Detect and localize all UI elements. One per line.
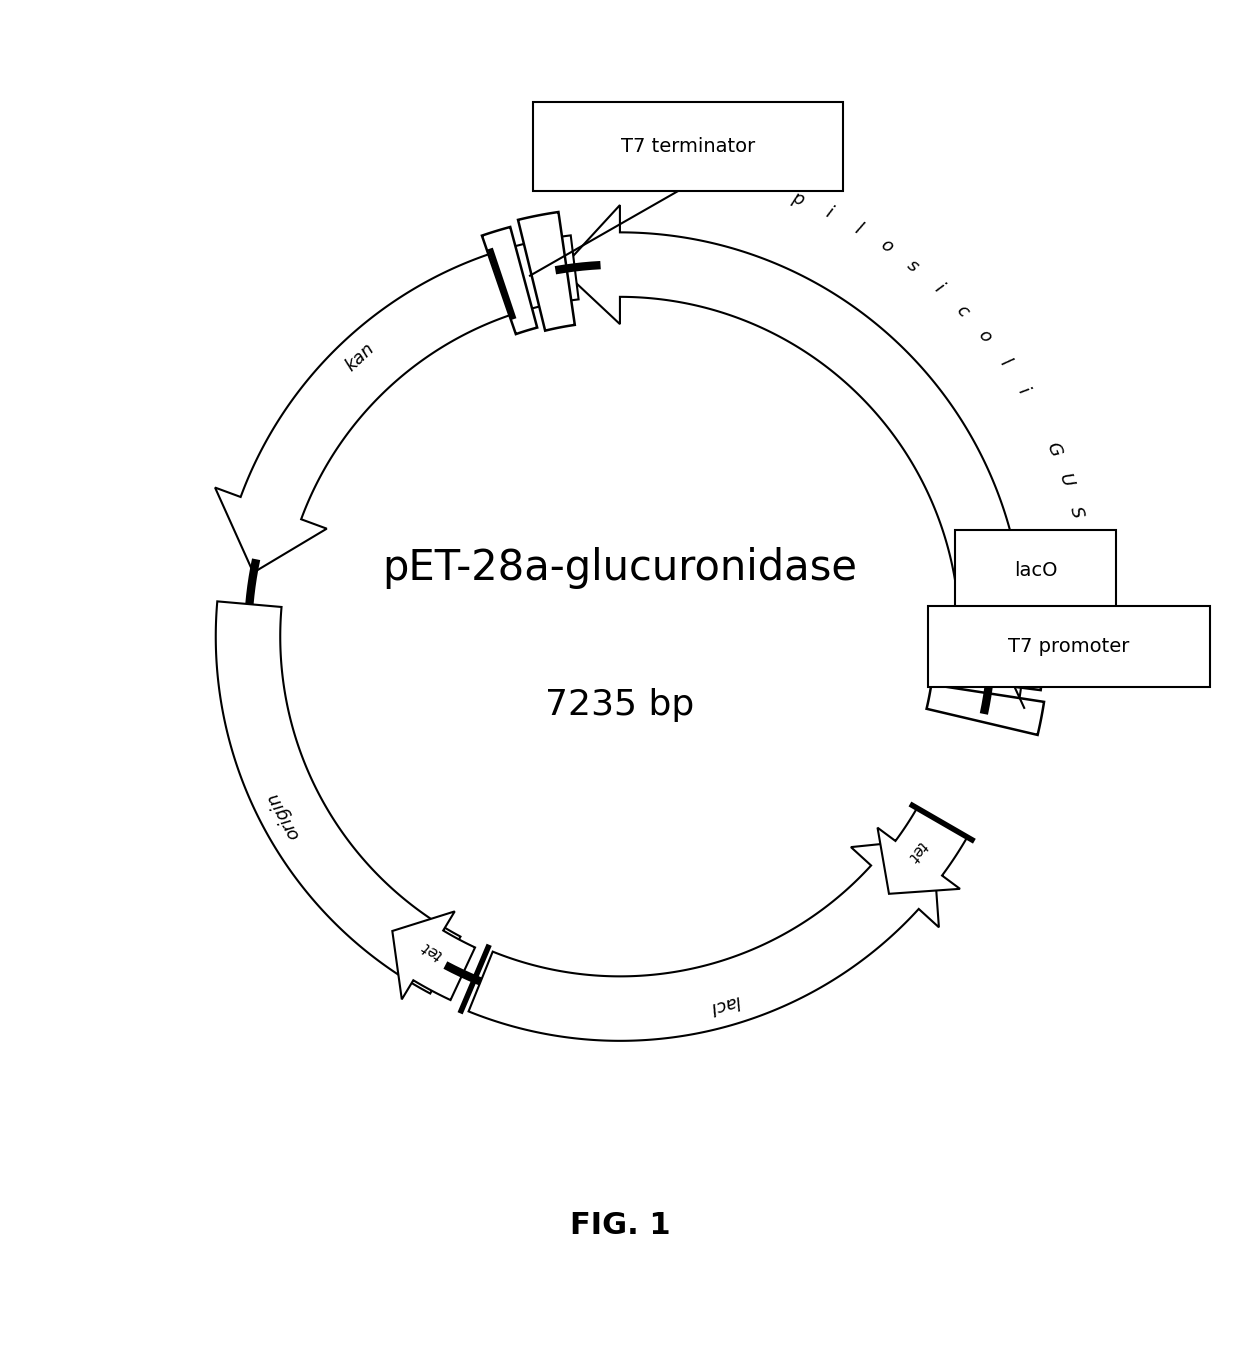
Text: lacO: lacO	[1013, 562, 1058, 581]
Text: l: l	[851, 219, 864, 238]
Text: FIG. 1: FIG. 1	[569, 1212, 671, 1240]
Text: T7 promoter: T7 promoter	[1008, 636, 1130, 656]
Text: B: B	[694, 162, 709, 181]
Text: T7 terminator: T7 terminator	[621, 137, 755, 156]
Polygon shape	[215, 235, 579, 573]
Text: origin: origin	[263, 789, 303, 843]
Text: U: U	[1055, 472, 1076, 490]
FancyBboxPatch shape	[533, 102, 843, 192]
Text: o: o	[973, 326, 994, 345]
Text: i: i	[930, 279, 946, 296]
Text: tet: tet	[419, 938, 445, 962]
Text: e: e	[1081, 672, 1100, 684]
Text: o: o	[877, 235, 895, 257]
Text: .: .	[729, 169, 739, 188]
Text: 7235 bp: 7235 bp	[546, 688, 694, 722]
Polygon shape	[937, 657, 1043, 690]
Text: s: s	[904, 256, 923, 276]
Polygon shape	[926, 684, 1044, 734]
Text: S: S	[1065, 505, 1086, 521]
Text: l: l	[996, 355, 1013, 370]
Polygon shape	[216, 601, 460, 994]
Text: e: e	[1083, 605, 1101, 617]
Text: G: G	[1043, 439, 1065, 460]
Polygon shape	[469, 839, 939, 1040]
Text: lacI: lacI	[708, 991, 743, 1017]
Text: tet: tet	[904, 839, 929, 865]
Polygon shape	[482, 227, 537, 335]
Text: p: p	[790, 189, 807, 209]
Text: kan: kan	[341, 340, 378, 375]
FancyBboxPatch shape	[955, 530, 1116, 612]
FancyBboxPatch shape	[928, 605, 1210, 687]
Text: i: i	[822, 204, 835, 222]
Text: pET-28a-glucuronidase: pET-28a-glucuronidase	[382, 547, 858, 589]
Polygon shape	[562, 205, 1024, 707]
Polygon shape	[518, 212, 575, 330]
Polygon shape	[878, 808, 967, 894]
Text: g: g	[1079, 571, 1099, 585]
Polygon shape	[392, 911, 475, 1000]
Text: n: n	[1084, 639, 1101, 650]
Text: c: c	[952, 301, 972, 321]
Text: i: i	[1014, 384, 1032, 397]
